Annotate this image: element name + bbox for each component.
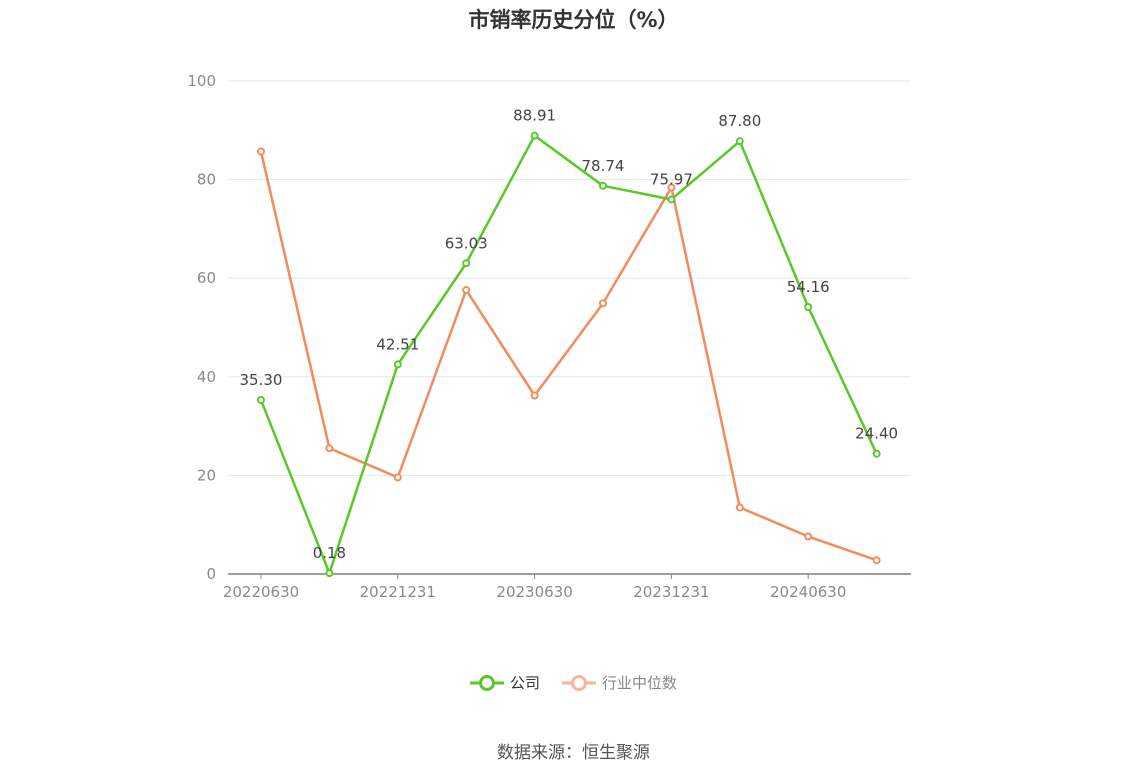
legend-item-industry[interactable]: 行业中位数: [562, 672, 677, 693]
data-point: [462, 259, 471, 268]
data-point: [325, 444, 334, 453]
y-tick-label: 80: [197, 171, 216, 189]
x-tick-label: 20220630: [223, 583, 299, 601]
y-tick-label: 100: [187, 72, 216, 90]
y-tick-label: 60: [197, 269, 216, 287]
data-point: [325, 569, 334, 578]
data-label: 75.97: [650, 170, 693, 188]
y-tick-label: 0: [206, 565, 216, 583]
data-label: 0.18: [313, 544, 346, 562]
data-point: [393, 473, 402, 482]
y-tick-label: 40: [197, 368, 216, 386]
data-point: [530, 131, 539, 140]
data-point: [462, 286, 471, 295]
data-point: [735, 503, 744, 512]
data-point: [872, 556, 881, 565]
data-label: 54.16: [787, 278, 830, 296]
data-point: [872, 449, 881, 458]
axes: 0 20 40 60 80 100 20220630 20221231 20230630 2023…: [187, 72, 911, 601]
data-point: [804, 532, 813, 541]
data-point: [735, 137, 744, 146]
chart-title: 市销率历史分位（%）: [468, 8, 679, 32]
data-point: [667, 183, 676, 192]
data-point: [530, 391, 539, 400]
data-label: 63.03: [445, 234, 488, 252]
y-tick-label: 20: [197, 466, 216, 484]
series-line-industry: [259, 151, 878, 562]
x-tick-label: 20230630: [496, 583, 572, 601]
data-point: [599, 299, 607, 308]
legend-line-circle-icon: [562, 674, 596, 691]
data-label: 42.51: [376, 335, 419, 353]
data-label: 87.80: [718, 112, 761, 130]
data-point: [599, 181, 607, 190]
legend-item-company[interactable]: 公司: [469, 672, 540, 693]
data-point: [393, 360, 402, 369]
legend-line-circle-icon: [469, 674, 504, 691]
legend-label-company: 公司: [509, 674, 540, 692]
legend-label-industry: 行业中位数: [602, 674, 678, 692]
x-tick-label: 20231231: [633, 583, 709, 601]
data-point: [804, 302, 813, 311]
data-label: 35.30: [240, 371, 283, 389]
data-label: 24.40: [855, 425, 898, 443]
x-tick-label: 20221231: [360, 583, 436, 601]
legend: 公司 行业中位数: [0, 672, 1147, 693]
data-label: 88.91: [513, 107, 556, 125]
x-tick-label: 20240630: [770, 583, 846, 601]
data-point: [667, 195, 676, 204]
data-point: [257, 147, 265, 156]
series-lines: [257, 131, 881, 578]
data-point: [257, 395, 265, 404]
data-labels: 35.30 0.18 42.51 63.03 88.91 78.74 75.97 87.80 5…: [240, 107, 899, 562]
data-label: 78.74: [582, 157, 625, 175]
data-source-note: 数据来源：恒生聚源: [497, 743, 650, 763]
series-line-company: [259, 134, 878, 575]
